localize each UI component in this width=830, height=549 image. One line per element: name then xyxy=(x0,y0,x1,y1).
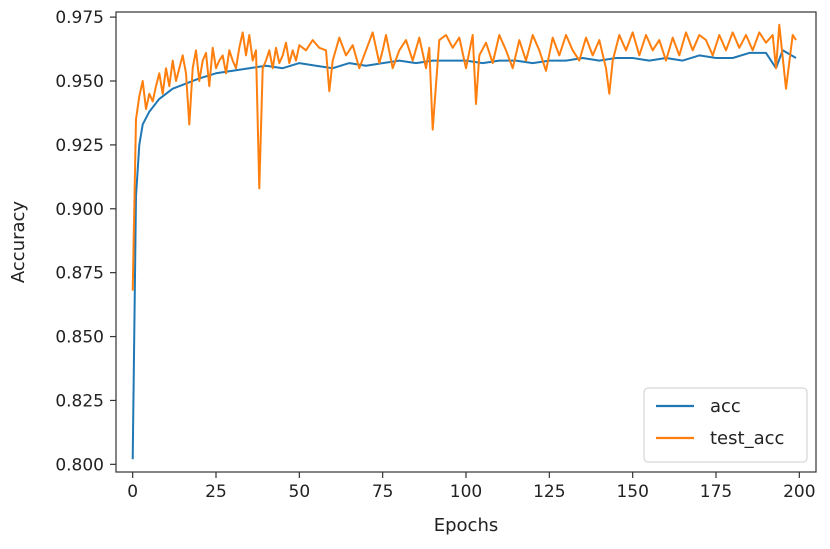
y-tick-label: 0.975 xyxy=(55,8,104,28)
series-layer xyxy=(131,23,797,460)
y-tick-label: 0.850 xyxy=(55,328,104,348)
legend-label-test-acc: test_acc xyxy=(710,428,784,449)
x-tick-label: 75 xyxy=(372,482,394,502)
y-tick-label: 0.800 xyxy=(55,455,104,475)
y-axis: 0.800 0.825 0.850 0.875 0.900 0.925 0.950 0.975 xyxy=(55,8,116,475)
series-line-test-acc xyxy=(131,23,797,291)
legend: acc test_acc xyxy=(643,387,808,463)
y-tick-label: 0.900 xyxy=(55,200,104,220)
legend-label-acc: acc xyxy=(710,396,741,417)
y-tick-label: 0.925 xyxy=(55,136,104,156)
x-tick-label: 200 xyxy=(783,482,815,502)
x-tick-label: 25 xyxy=(205,482,227,502)
y-tick-label: 0.825 xyxy=(55,391,104,411)
x-axis: 0 25 50 75 100 125 150 175 200 xyxy=(127,472,816,502)
x-tick-label: 100 xyxy=(450,482,482,502)
x-tick-label: 150 xyxy=(616,482,648,502)
x-tick-label: 0 xyxy=(127,482,138,502)
y-axis-label: Accuracy xyxy=(8,201,29,284)
y-tick-label: 0.875 xyxy=(55,264,104,284)
y-tick-label: 0.950 xyxy=(55,72,104,92)
x-tick-label: 50 xyxy=(289,482,311,502)
x-tick-label: 175 xyxy=(700,482,732,502)
x-tick-label: 125 xyxy=(533,482,565,502)
x-axis-label: Epochs xyxy=(434,515,499,536)
